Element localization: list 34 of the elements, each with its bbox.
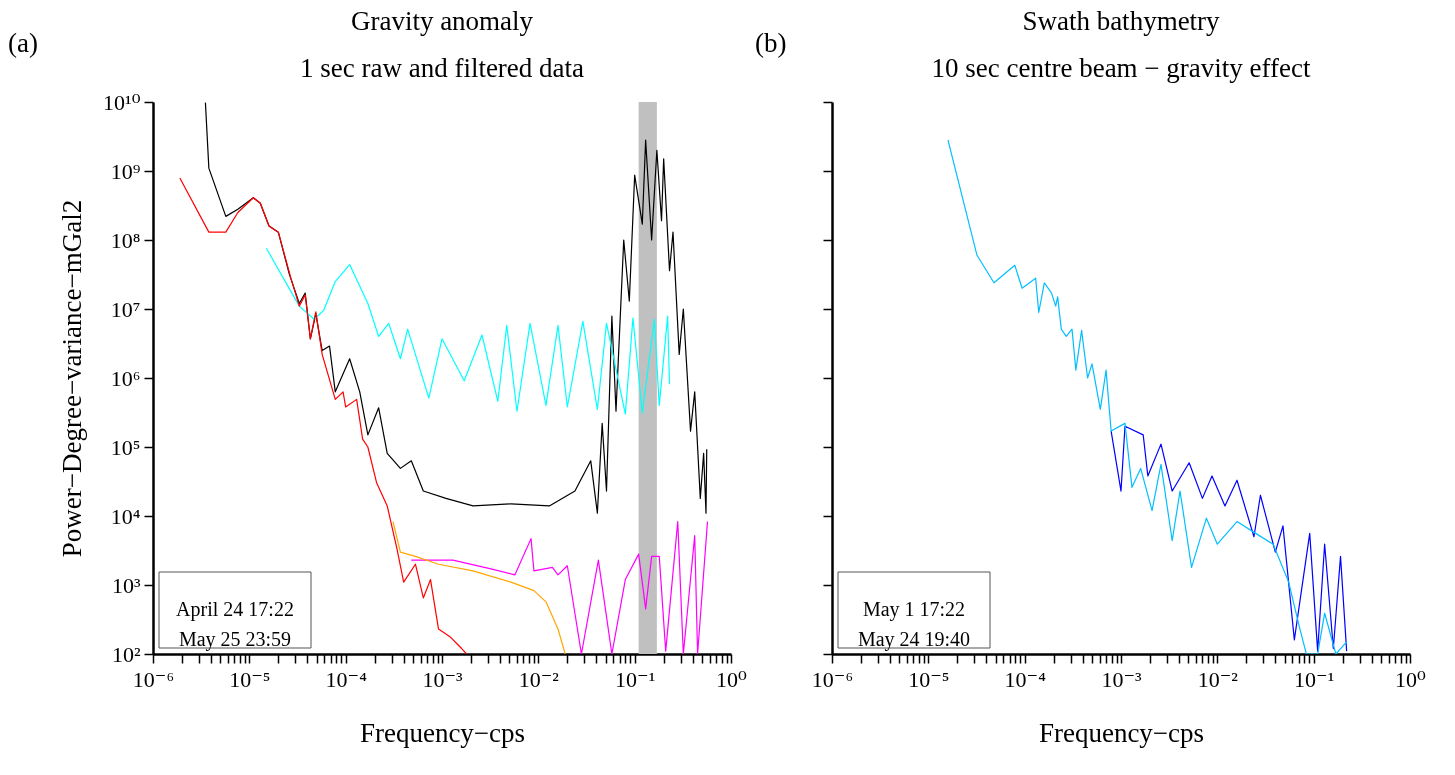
y-tick-label: 10⁷: [110, 296, 141, 322]
y-tick-label: 10⁹: [110, 158, 141, 184]
text: (a): [8, 28, 38, 58]
x-tick-label: 10⁻²: [1197, 666, 1239, 692]
x-axis-title: Frequency−cps: [359, 717, 526, 748]
x-tick-label: 10⁻¹: [615, 666, 656, 692]
x-tick-label: 10⁻³: [1101, 666, 1142, 692]
annotation: May 1 17:22 May 24 19:40: [857, 598, 971, 651]
x-tick-label: 10⁻⁶: [132, 666, 175, 692]
x-tick-label: 10⁻¹: [1294, 666, 1335, 692]
annotation: April 24 17:22 May 25 23:59: [176, 598, 294, 651]
x-tick-label: 10⁻⁴: [325, 666, 368, 692]
y-tick-label: 10⁶: [110, 365, 141, 391]
y-axis-title: Power−Degree−variance−mGal2: [57, 199, 88, 558]
x-tick-label: 10⁻³: [422, 666, 463, 692]
y-tick-label: 10²: [111, 641, 141, 667]
y-tick-label: 10³: [111, 572, 141, 598]
x-axis-title: Frequency−cps: [1038, 717, 1205, 748]
chart-title: Swath bathymetry: [1022, 6, 1221, 36]
text: (b): [755, 28, 787, 58]
x-tick-label: 10⁻⁶: [811, 666, 854, 692]
y-tick-label: 10¹⁰: [103, 89, 141, 115]
x-tick-label: 10⁰: [716, 666, 748, 692]
x-tick-label: 10⁻⁵: [908, 666, 950, 692]
x-tick-label: 10⁰: [1395, 666, 1427, 692]
y-tick-label: 10⁵: [110, 434, 141, 460]
chart-subtitle: 1 sec raw and filtered data: [299, 53, 585, 83]
y-tick-label: 10⁴: [110, 503, 141, 529]
chart-title: Gravity anomaly: [350, 6, 534, 36]
x-tick-label: 10⁻²: [518, 666, 560, 692]
y-tick-label: 10⁸: [110, 227, 141, 253]
chart-subtitle: 10 sec centre beam − gravity effect: [931, 53, 1312, 83]
x-tick-label: 10⁻⁴: [1004, 666, 1047, 692]
x-tick-label: 10⁻⁵: [229, 666, 271, 692]
